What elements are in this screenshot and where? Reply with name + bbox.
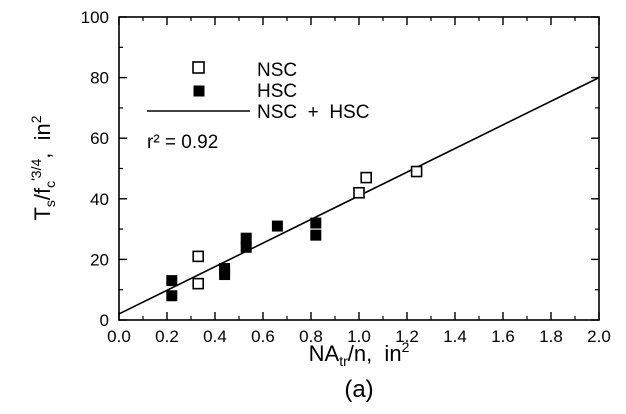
- legend-nsc-marker: [192, 61, 205, 74]
- x-tick-labels: 0.0 0.2 0.4 0.6 0.8 1.0 1.2 1.4 1.6 1.8 2.0: [107, 327, 611, 346]
- hsc-point: [240, 232, 252, 244]
- hsc-point: [310, 229, 322, 241]
- nsc-point: [192, 277, 204, 290]
- tick-marks: [118, 16, 600, 321]
- x-tick-label: 0.8: [299, 327, 323, 346]
- y-tick-labels: 0 20 40 60 80 100: [81, 8, 109, 330]
- plot-border: [118, 16, 600, 321]
- legend-nsc-label: NSC: [257, 60, 297, 81]
- data-points: [166, 165, 423, 302]
- plot-frame: [118, 16, 600, 321]
- x-tick-label: 1.2: [395, 327, 419, 346]
- y-axis-title: Ts/fc′3/4, in2: [28, 115, 58, 220]
- y-tick-label: 60: [90, 129, 109, 148]
- legend-hsc-marker: [193, 85, 205, 97]
- x-tick-label: 1.4: [443, 327, 467, 346]
- x-tick-label: 0.4: [203, 327, 227, 346]
- hsc-point: [219, 269, 231, 281]
- x-tick-label: 1.8: [539, 327, 563, 346]
- nsc-point: [192, 250, 204, 263]
- x-tick-label: 1.6: [491, 327, 515, 346]
- y-tick-label: 100: [81, 8, 109, 27]
- nsc-point: [353, 186, 365, 199]
- hsc-point: [166, 290, 178, 302]
- legend-fit-label: NSC + HSC: [257, 102, 369, 123]
- legend: NSC HSC NSC + HSC r² = 0.92: [147, 60, 369, 153]
- y-tick-label: 0: [100, 311, 109, 330]
- y-tick-label: 80: [90, 69, 109, 88]
- x-tick-label: 2.0: [587, 327, 611, 346]
- x-tick-label: 0.6: [251, 327, 275, 346]
- x-tick-label: 0.0: [107, 327, 131, 346]
- y-tick-label: 40: [90, 190, 109, 209]
- x-tick-label: 0.2: [155, 327, 179, 346]
- x-tick-label: 1.0: [347, 327, 371, 346]
- r-squared-label: r² = 0.92: [147, 132, 218, 153]
- hsc-point: [166, 275, 178, 287]
- panel-label: (a): [344, 376, 373, 403]
- hsc-point: [240, 241, 252, 253]
- hsc-point: [310, 217, 322, 229]
- y-tick-label: 20: [90, 250, 109, 269]
- nsc-point: [410, 165, 423, 178]
- hsc-point: [271, 220, 283, 232]
- x-axis-title: NAtr/n, in2: [309, 339, 410, 369]
- legend-hsc-label: HSC: [257, 81, 297, 102]
- nsc-point: [360, 171, 373, 184]
